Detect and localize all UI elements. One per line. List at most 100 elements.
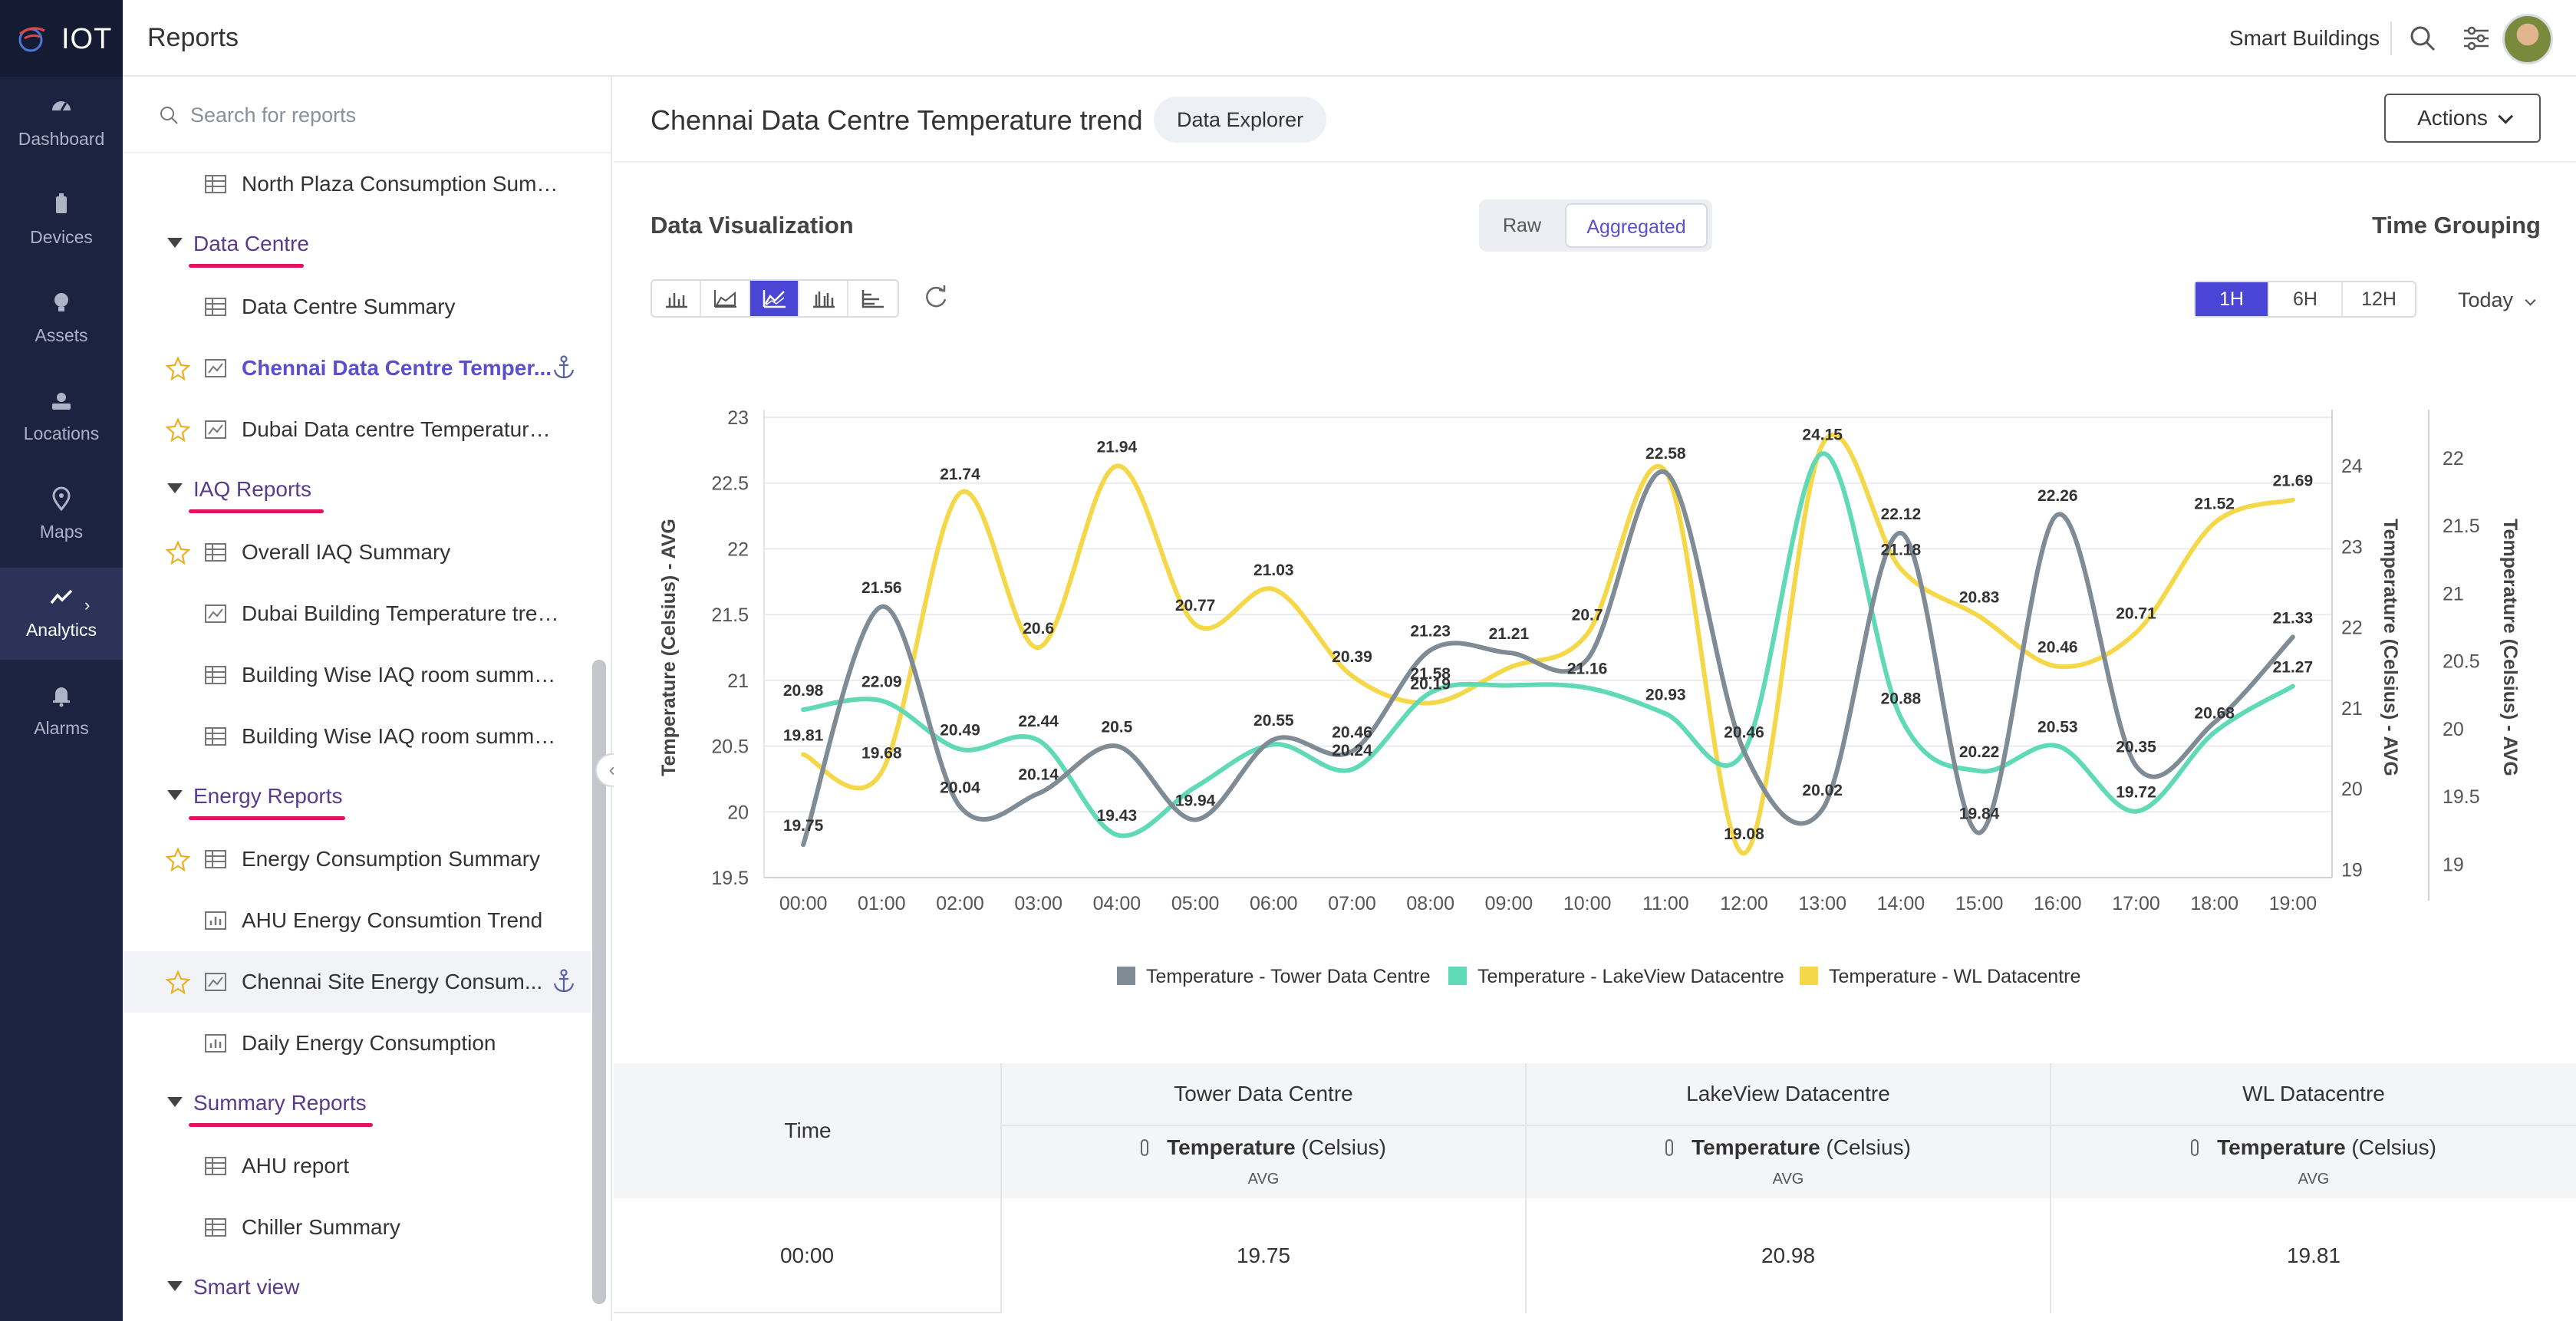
data-label: 20.55 [1253,712,1294,730]
device-icon [56,193,67,213]
filter-settings-icon[interactable] [2461,23,2492,54]
interval-12h-button[interactable]: 12H [2361,288,2396,310]
report-group[interactable]: Smart view [123,1258,591,1319]
nav-label: Alarms [34,718,89,738]
horizontal-bar-icon [861,290,884,308]
value-cell: 19.75 [1002,1198,1527,1313]
report-item[interactable]: AHU Energy Consumtion Trend [123,890,591,951]
star-icon[interactable] [166,417,190,442]
report-label: Data Centre Summary [242,295,456,318]
report-label: Building Wise IAQ room summary [242,663,560,687]
report-item[interactable]: North Plaza Consumption Summ... [123,153,591,215]
data-label: 20.14 [1018,766,1059,783]
data-table: Time Tower Data Centre Temperature (Celsi… [614,1063,2576,1321]
table-icon [205,1218,226,1237]
report-item[interactable]: Energy Consumption Summary [123,829,591,890]
measure-unit: (Celsius) [2345,1135,2436,1159]
report-group[interactable]: Data Centre [123,215,591,276]
day-select-value: Today [2458,288,2514,311]
nav-item-alarms[interactable]: Alarms [0,666,123,758]
nav-item-maps[interactable]: Maps [0,469,123,562]
legend-swatch [1448,967,1467,985]
panel-scrollbar[interactable] [592,660,606,1304]
report-group[interactable]: IAQ Reports [123,460,591,522]
y-left-tick-label: 20 [727,802,749,823]
chevron-right-icon: › [84,595,91,614]
mode-raw-button[interactable]: Raw [1502,215,1541,236]
star-icon[interactable] [166,356,190,380]
anchor-icon[interactable] [551,968,577,994]
tenant-selector[interactable]: Smart Buildings [2228,26,2380,50]
interval-1h-button[interactable]: 1H [2196,282,2269,316]
y-right2-tick-label: 19.5 [2443,786,2480,808]
data-explorer-badge[interactable]: Data Explorer [1154,97,1327,143]
report-item[interactable]: Data Centre Summary [123,276,591,338]
analytics-icon [50,589,73,604]
star-icon[interactable] [166,847,190,871]
caret-down-icon [167,483,183,493]
data-label: 19.72 [2116,784,2156,802]
nav-item-devices[interactable]: Devices [0,175,123,267]
column-name: LakeView Datacentre [1686,1082,1890,1105]
data-label: 22.58 [1645,445,1686,463]
line-chart-button[interactable] [750,281,799,316]
nav-label: Maps [39,522,84,542]
refresh-icon[interactable] [921,282,951,313]
column-name: WL Datacentre [2242,1082,2385,1105]
star-icon[interactable] [166,540,190,565]
dashboard-icon [52,101,71,111]
report-item[interactable]: Chennai Data Centre Temper... [123,338,591,399]
bar-chart-button[interactable] [652,281,701,316]
report-item[interactable]: Dubai Data centre Temperature t... [123,399,591,460]
report-item[interactable]: Chennai Site Energy Consum... [123,951,591,1013]
column-header: Tower Data Centre Temperature (Celsius) AV… [1002,1063,1527,1198]
data-label: 19.94 [1175,792,1216,810]
report-group[interactable]: Summary Reports [123,1074,591,1135]
mode-aggregated-button[interactable]: Aggregated [1565,203,1708,248]
nav-item-locations[interactable]: Locations [0,371,123,463]
data-label: 22.26 [2037,487,2078,505]
time-cell: 00:00 [614,1198,1002,1313]
brand[interactable]: IOT [0,0,123,77]
search-icon [160,107,178,124]
day-select[interactable]: Today [2458,288,2536,312]
y-right1-tick-label: 21 [2341,698,2363,720]
report-label: AHU Energy Consumtion Trend [242,908,543,932]
area-chart-icon [714,290,736,308]
data-label: 20.46 [1724,723,1764,741]
user-avatar[interactable] [2502,14,2553,64]
report-item[interactable]: Overall IAQ Summary [123,522,591,583]
interval-6h-button[interactable]: 6H [2269,282,2343,316]
report-item[interactable]: Chiller Summary [123,1197,591,1258]
y-right1-tick-label: 22 [2341,618,2363,639]
report-item[interactable]: Building Wise IAQ room summar... [123,706,591,767]
report-item[interactable]: AHU report [123,1135,591,1197]
grouped-bar-button[interactable] [799,281,848,316]
report-search-input[interactable] [190,100,574,130]
search-icon[interactable] [2407,23,2438,54]
nav-item-dashboard[interactable]: Dashboard [0,77,123,169]
data-label: 20.93 [1645,686,1686,703]
nav-item-assets[interactable]: Assets [0,273,123,365]
star-icon[interactable] [166,970,190,994]
data-label: 20.19 [1410,675,1451,693]
report-group[interactable]: Energy Reports [123,767,591,829]
value-cell: 20.98 [1527,1198,2051,1313]
area-chart-button[interactable] [701,281,750,316]
data-label: 20.39 [1332,648,1372,666]
x-tick-label: 02:00 [936,893,984,914]
report-label: Chennai Data Centre Temper... [242,356,552,380]
interval-selector: 1H 6H 12H [2194,281,2416,318]
actions-button[interactable]: Actions [2384,94,2541,143]
horizontal-bar-button[interactable] [848,281,898,316]
report-item[interactable]: Building Wise IAQ room summary [123,644,591,706]
data-label: 21.69 [2273,473,2314,490]
x-tick-label: 09:00 [1485,893,1533,914]
group-label: Data Centre [193,232,309,255]
anchor-icon[interactable] [551,354,577,380]
data-label: 21.16 [1567,660,1608,678]
report-item[interactable]: Daily Energy Consumption [123,1013,591,1074]
report-label: Chiller Summary [242,1215,400,1239]
nav-item-analytics[interactable]: Analytics › [0,568,123,660]
report-item[interactable]: Dubai Building Temperature trend [123,583,591,644]
